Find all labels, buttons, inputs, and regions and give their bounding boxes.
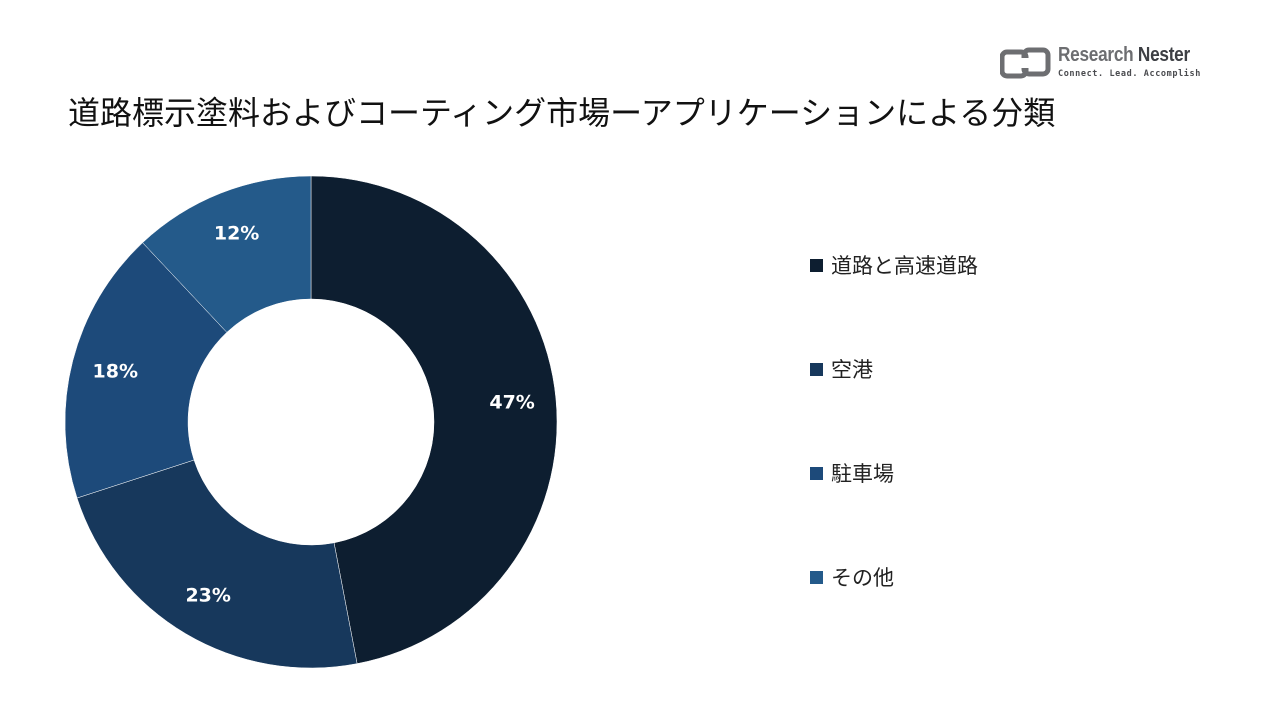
legend-item-2: 空港: [810, 354, 873, 384]
slice-data-label-1: 47%: [489, 392, 534, 414]
legend-swatch: [810, 466, 823, 480]
brand-name-part1: Research: [1058, 44, 1134, 66]
legend-swatch: [810, 570, 823, 584]
legend-label: その他: [831, 566, 894, 590]
legend-swatch: [810, 258, 823, 272]
legend-swatch: [810, 362, 823, 376]
donut-slice-1: [310, 175, 558, 664]
brand-logo: Research Nester Connect. Lead. Accomplis…: [1000, 44, 1230, 86]
slice-data-label-4: 12%: [214, 223, 259, 245]
donut-slice-3: [64, 242, 228, 499]
research-nester-logo-icon: [1000, 47, 1051, 79]
slice-data-label-3: 18%: [93, 360, 138, 382]
legend-item-3: 駐車場: [810, 458, 894, 488]
legend-item-1: 道路と高速道路: [810, 250, 978, 280]
brand-name: Research Nester: [1058, 44, 1190, 67]
slice-data-label-2: 23%: [185, 584, 230, 606]
donut-slice-2: [76, 459, 358, 669]
brand-name-part2: Nester: [1137, 44, 1190, 66]
legend-label: 空港: [831, 358, 873, 382]
brand-tagline: Connect. Lead. Accomplish: [1058, 69, 1201, 79]
legend-label: 道路と高速道路: [831, 254, 978, 278]
chart-title: 道路標示塗料およびコーティング市場ーアプリケーションによる分類: [68, 94, 1056, 132]
legend-label: 駐車場: [831, 462, 894, 486]
legend-item-4: その他: [810, 562, 894, 592]
donut-slice-4: [142, 175, 312, 333]
